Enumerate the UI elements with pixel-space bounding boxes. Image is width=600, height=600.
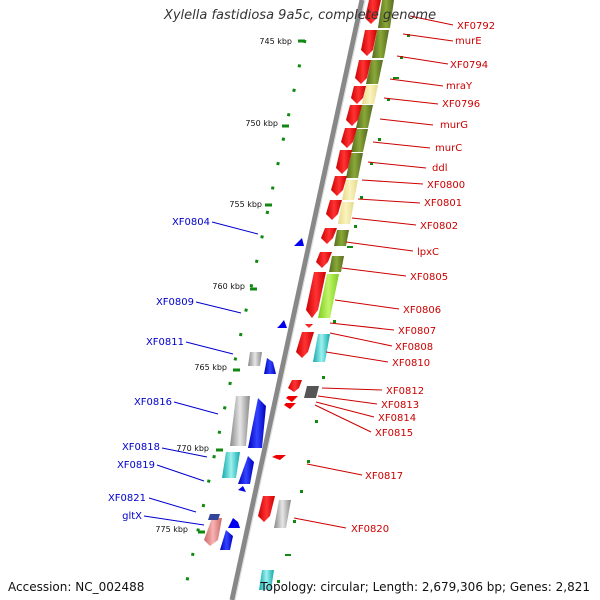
- scale-label-765: 765 kbp: [194, 363, 227, 372]
- gene-label-XF0792[interactable]: XF0792: [457, 21, 495, 32]
- gene-label-XF0796[interactable]: XF0796: [442, 99, 480, 110]
- gene-label-XF0809[interactable]: XF0809: [156, 297, 194, 308]
- gene-label-XF0812[interactable]: XF0812: [386, 386, 424, 397]
- scale-label-750: 750 kbp: [245, 119, 278, 128]
- scale-label-745: 745 kbp: [259, 37, 292, 46]
- gene-label-lpxC[interactable]: lpxC: [417, 247, 439, 258]
- gene-label-XF0806[interactable]: XF0806: [403, 305, 441, 316]
- gene-label-gltX[interactable]: gltX: [122, 511, 142, 522]
- scale-label-775: 775 kbp: [155, 525, 188, 534]
- gene-label-XF0810[interactable]: XF0810: [392, 358, 430, 369]
- right-leaders: [293, 15, 454, 529]
- gene-label-XF0819[interactable]: XF0819: [117, 460, 155, 471]
- backbone-highlight: [234, 0, 366, 600]
- gene-label-XF0802[interactable]: XF0802: [420, 221, 458, 232]
- gene-label-XF0811[interactable]: XF0811: [146, 337, 184, 348]
- gene-label-XF0813[interactable]: XF0813: [381, 400, 419, 411]
- gene-label-XF0807[interactable]: XF0807: [398, 326, 436, 337]
- gene-label-murE[interactable]: murE: [455, 36, 482, 47]
- gene-label-XF0815[interactable]: XF0815: [375, 428, 413, 439]
- right-strand-markers: [277, 34, 410, 583]
- gene-label-mraY[interactable]: mraY: [446, 81, 473, 92]
- gene-label-XF0816[interactable]: XF0816: [134, 397, 172, 408]
- gene-label-XF0814[interactable]: XF0814: [378, 413, 416, 424]
- left-gene-labels: XF0804 XF0809 XF0811 XF0816 XF0818 XF081…: [108, 217, 210, 522]
- scale-label-760: 760 kbp: [212, 282, 245, 291]
- forward-genes: [204, 0, 381, 546]
- gene-label-XF0805[interactable]: XF0805: [410, 272, 448, 283]
- topology-text: Topology: circular; Length: 2,679,306 bp…: [260, 580, 590, 594]
- left-leaders: [143, 221, 259, 526]
- scale-label-770: 770 kbp: [176, 444, 209, 453]
- gene-label-XF0818[interactable]: XF0818: [122, 442, 160, 453]
- accession-text: Accession: NC_002488: [8, 580, 145, 594]
- gene-label-XF0804[interactable]: XF0804: [172, 217, 210, 228]
- cog-strip: [259, 0, 394, 590]
- map-title: Xylella fastidiosa 9a5c, complete genome: [163, 8, 437, 23]
- scale-label-755: 755 kbp: [229, 200, 262, 209]
- gene-label-XF0820[interactable]: XF0820: [351, 524, 389, 535]
- gene-label-XF0808[interactable]: XF0808: [395, 342, 433, 353]
- gene-label-XF0817[interactable]: XF0817: [365, 471, 403, 482]
- gene-label-ddl[interactable]: ddl: [432, 163, 447, 174]
- reverse-genes: [208, 238, 304, 550]
- right-gene-labels: XF0792 murE XF0794 mraY XF0796 murG murC…: [351, 21, 495, 535]
- gene-label-XF0801[interactable]: XF0801: [424, 198, 462, 209]
- gene-label-XF0794[interactable]: XF0794: [450, 60, 488, 71]
- gene-label-XF0800[interactable]: XF0800: [427, 180, 465, 191]
- gene-label-murC[interactable]: murC: [435, 143, 462, 154]
- gene-label-XF0821[interactable]: XF0821: [108, 493, 146, 504]
- gene-label-murG[interactable]: murG: [440, 120, 468, 131]
- genome-backbone: [229, 0, 365, 600]
